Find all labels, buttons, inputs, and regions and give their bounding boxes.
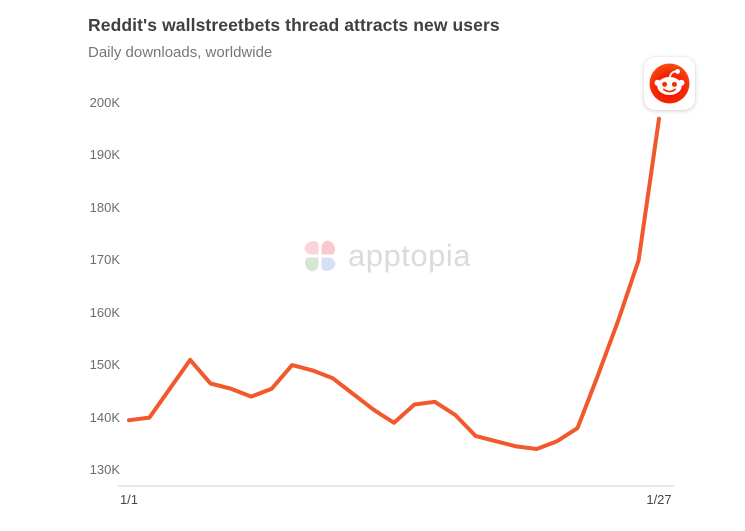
watermark-text: apptopia — [348, 238, 471, 273]
y-tick-label: 140K — [89, 409, 120, 425]
y-tick-label: 190K — [89, 147, 120, 163]
apptopia-pinwheel-icon — [304, 240, 336, 272]
y-tick-label: 170K — [89, 252, 120, 268]
x-tick-label: 1/1 — [119, 492, 139, 507]
reddit-logo-icon — [649, 63, 690, 104]
reddit-app-icon — [644, 57, 695, 110]
daily-downloads-line — [127, 116, 661, 451]
y-tick-label: 130K — [89, 462, 120, 477]
y-tick-label: 200K — [89, 95, 120, 110]
chart-subtitle: Daily downloads, worldwide — [88, 44, 273, 61]
x-axis-line — [118, 485, 674, 487]
y-tick-label: 160K — [89, 304, 120, 320]
apptopia-watermark: apptopia — [301, 237, 471, 275]
chart-title: Reddit's wallstreetbets thread attracts … — [88, 15, 500, 35]
y-tick-label: 150K — [89, 357, 120, 373]
y-tick-label: 180K — [89, 199, 120, 215]
x-tick-label: 1/27 — [646, 492, 672, 507]
